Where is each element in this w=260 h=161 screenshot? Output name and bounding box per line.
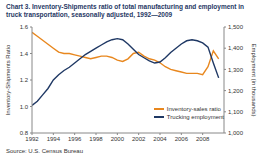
svg-text:1996: 1996 [68,136,82,142]
svg-text:2006: 2006 [175,136,189,142]
svg-text:1992: 1992 [25,136,39,142]
html-text:Source: U.S. Census Bureau: Source: U.S. Census Bureau [6,148,83,154]
svg-text:1,100: 1,100 [228,109,244,115]
svg-text:Inventory-Shipments Ratio: Inventory-Shipments Ratio [8,44,11,115]
svg-text:1.0: 1.0 [20,104,29,110]
html-text:Trucking employment: Trucking employment [166,114,224,120]
svg-text:1.4: 1.4 [20,51,29,57]
svg-text:1.2: 1.2 [20,77,29,83]
svg-text:2000: 2000 [111,136,125,142]
html-text:Inventory-sales ratio: Inventory-sales ratio [166,106,221,112]
svg-text:1,400: 1,400 [228,45,244,51]
svg-text:Employment (in thousands): Employment (in thousands) [251,43,252,116]
html-text:Chart 3. Inventory-Shipments r: Chart 3. Inventory-Shipments ratio of to… [6,3,244,18]
svg-text:1,200: 1,200 [228,88,244,94]
svg-text:0.8: 0.8 [20,130,29,136]
svg-text:2008: 2008 [196,136,210,142]
svg-text:2004: 2004 [153,136,167,142]
svg-text:2002: 2002 [132,136,146,142]
svg-text:1994: 1994 [47,136,61,142]
svg-text:1,000: 1,000 [228,130,244,136]
svg-text:1998: 1998 [89,136,103,142]
svg-text:1,500: 1,500 [228,24,244,30]
svg-text:1,300: 1,300 [228,67,244,73]
svg-text:1.6: 1.6 [20,24,29,30]
